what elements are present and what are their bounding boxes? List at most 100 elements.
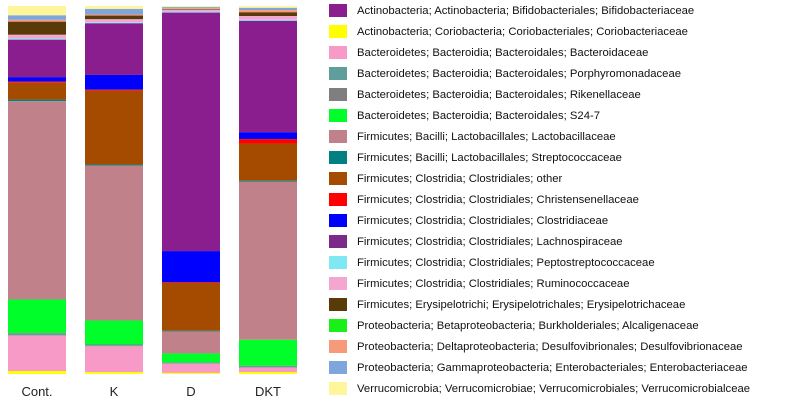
bar-segment-d-bifidobacteriaceae xyxy=(162,12,220,252)
legend-label: Verrucomicrobia; Verrucomicrobiae; Verru… xyxy=(357,382,751,395)
legend-label: Firmicutes; Clostridia; Clostridiales; C… xyxy=(357,193,639,206)
bar-segment-dkt-peptostreptococcaceae xyxy=(239,19,297,21)
bar-segment-cont-bifidobacteriaceae xyxy=(8,39,66,78)
legend-item-desulfovibrionaceae: Proteobacteria; Deltaproteobacteria; Des… xyxy=(328,336,743,357)
legend-label: Actinobacteria; Actinobacteria; Bifidoba… xyxy=(357,4,695,17)
legend-label: Firmicutes; Clostridia; Clostridiales; R… xyxy=(357,277,630,290)
legend-swatch xyxy=(329,319,347,332)
legend-item-alcaligenaceae: Proteobacteria; Betaproteobacteria; Burk… xyxy=(328,315,699,336)
bars-group xyxy=(8,6,297,374)
bar-segment-cont-porphyromonadaceae xyxy=(8,333,66,336)
bar-segment-d-porphyromonadaceae xyxy=(162,362,220,364)
bar-segment-dkt-s24-7 xyxy=(239,339,297,366)
bar-segment-cont-ruminococcaceae xyxy=(8,34,66,39)
legend-item-lachnospiraceae: Firmicutes; Clostridia; Clostridiales; L… xyxy=(328,231,623,252)
legend-swatch xyxy=(329,277,347,290)
legend-swatch xyxy=(329,382,347,395)
legend-item-other: Firmicutes; Clostridia; Clostridiales; o… xyxy=(328,168,562,189)
bar-segment-d-desulfovibrionaceae xyxy=(162,8,220,9)
legend-item-christensenellaceae: Firmicutes; Clostridia; Clostridiales; C… xyxy=(328,189,639,210)
bar-segment-dkt-coriobacteriaceae xyxy=(239,372,297,374)
x-tick-label-cont: Cont. xyxy=(21,384,52,399)
bar-segment-dkt-clostridiaceae xyxy=(239,132,297,140)
bar-segment-cont-lactobacillaceae xyxy=(8,101,66,300)
bar-segment-dkt-verrucomicrobialceae xyxy=(239,6,297,8)
bar-segment-dkt-other xyxy=(239,143,297,181)
bar-segment-k-bacteroidaceae xyxy=(85,346,143,373)
legend-swatch xyxy=(329,256,347,269)
bar-segment-dkt-enterobacteriaceae xyxy=(239,7,297,11)
bar-segment-cont-enterobacteriaceae xyxy=(8,15,66,20)
stacked-bar-chart: Cont. K D DKT xyxy=(8,6,297,399)
bar-segment-k-s24-7 xyxy=(85,320,143,345)
bar-segment-d-coriobacteriaceae xyxy=(162,372,220,374)
legend-swatch xyxy=(329,214,347,227)
legend-swatch xyxy=(329,193,347,206)
bar-segment-cont-s24-7 xyxy=(8,299,66,334)
legend-label: Proteobacteria; Gammaproteobacteria; Ent… xyxy=(357,361,748,374)
legend-swatch xyxy=(329,361,347,374)
bar-segment-cont-bacteroidaceae xyxy=(8,335,66,371)
bar-segment-dkt-porphyromonadaceae xyxy=(239,366,297,368)
legend-swatch xyxy=(329,235,347,248)
x-tick-label-dkt: DKT xyxy=(255,384,281,399)
bar-segment-cont-desulfovibrionaceae xyxy=(8,19,66,22)
bar-segment-k-christensenellaceae xyxy=(85,89,143,91)
bar-segment-cont-verrucomicrobialceae xyxy=(8,6,66,16)
bar-segment-d-ruminococcaceae xyxy=(162,9,220,12)
bar-segment-dkt-bifidobacteriaceae xyxy=(239,20,297,133)
legend-label: Bacteroidetes; Bacteroidia; Bacteroidale… xyxy=(357,109,601,122)
bar-segment-dkt-christensenellaceae xyxy=(239,139,297,144)
bar-segment-d-erysipelotrichaceae xyxy=(162,8,220,10)
x-tick-label-d: D xyxy=(186,384,195,399)
legend-item-bifidobacteriaceae: Actinobacteria; Actinobacteria; Bifidoba… xyxy=(328,0,694,21)
bar-segment-k-ruminococcaceae xyxy=(85,19,143,23)
legend-label: Proteobacteria; Betaproteobacteria; Burk… xyxy=(357,319,699,332)
bar-segment-k-rikenellaceae xyxy=(85,344,143,346)
bar-segment-k-clostridiaceae xyxy=(85,74,143,90)
bar-segment-k-erysipelotrichaceae xyxy=(85,15,143,20)
legend-swatch xyxy=(329,151,347,164)
legend-label: Firmicutes; Clostridia; Clostridiales; C… xyxy=(357,214,609,227)
legend-item-bacteroidaceae: Bacteroidetes; Bacteroidia; Bacteroidale… xyxy=(328,42,648,63)
bar-segment-cont-streptococcaceae xyxy=(8,99,66,102)
bar-segment-dkt-streptococcaceae xyxy=(239,180,297,182)
bar-segment-k-peptostreptococcaceae xyxy=(85,22,143,24)
legend-item-rikenellaceae: Bacteroidetes; Bacteroidia; Bacteroidale… xyxy=(328,84,641,105)
bar-segment-d-lactobacillaceae xyxy=(162,331,220,354)
legend-label: Bacteroidetes; Bacteroidia; Bacteroidale… xyxy=(357,67,682,80)
legend-swatch xyxy=(329,67,347,80)
bar-segment-dkt-lactobacillaceae xyxy=(239,181,297,340)
legend-item-porphyromonadaceae: Bacteroidetes; Bacteroidia; Bacteroidale… xyxy=(328,63,681,84)
legend-swatch xyxy=(329,109,347,122)
legend-swatch xyxy=(329,4,347,17)
bar-segment-k-lactobacillaceae xyxy=(85,165,143,321)
legend-label: Bacteroidetes; Bacteroidia; Bacteroidale… xyxy=(357,88,641,101)
bar-segment-cont-peptostreptococcaceae xyxy=(8,38,66,40)
legend-label: Firmicutes; Clostridia; Clostridiales; o… xyxy=(357,172,563,185)
bar-segment-d-christensenellaceae xyxy=(162,282,220,284)
bar-segment-dkt-rikenellaceae xyxy=(239,365,297,367)
legend-swatch xyxy=(329,340,347,353)
legend-item-enterobacteriaceae: Proteobacteria; Gammaproteobacteria; Ent… xyxy=(328,357,748,378)
legend-label: Bacteroidetes; Bacteroidia; Bacteroidale… xyxy=(357,46,649,59)
bar-segment-d-bacteroidaceae xyxy=(162,363,220,373)
bar-segment-dkt-erysipelotrichaceae xyxy=(239,12,297,17)
legend-item-coriobacteriaceae: Actinobacteria; Coriobacteria; Coriobact… xyxy=(328,21,688,42)
legend-label: Firmicutes; Bacilli; Lactobacillales; St… xyxy=(357,151,622,164)
bar-segment-k-verrucomicrobialceae xyxy=(85,6,143,9)
legend-label: Firmicutes; Clostridia; Clostridiales; P… xyxy=(357,256,655,269)
legend-item-clostridiaceae: Firmicutes; Clostridia; Clostridiales; C… xyxy=(328,210,608,231)
x-tick-label-k: K xyxy=(110,384,119,399)
legend-item-lactobacillaceae: Firmicutes; Bacilli; Lactobacillales; La… xyxy=(328,126,616,147)
bar-segment-d-clostridiaceae xyxy=(162,251,220,283)
legend-label: Firmicutes; Bacilli; Lactobacillales; La… xyxy=(357,130,616,143)
bar-segment-cont-other xyxy=(8,82,66,100)
bar-segment-d-other xyxy=(162,283,220,331)
bar-segment-d-streptococcaceae xyxy=(162,330,220,332)
x-axis-labels: Cont. K D DKT xyxy=(21,384,281,399)
bar-segment-d-s24-7 xyxy=(162,353,220,363)
bar-segment-k-enterobacteriaceae xyxy=(85,8,143,15)
bar-segment-cont-coriobacteriaceae xyxy=(8,371,66,374)
legend-label: Proteobacteria; Deltaproteobacteria; Des… xyxy=(357,340,743,353)
